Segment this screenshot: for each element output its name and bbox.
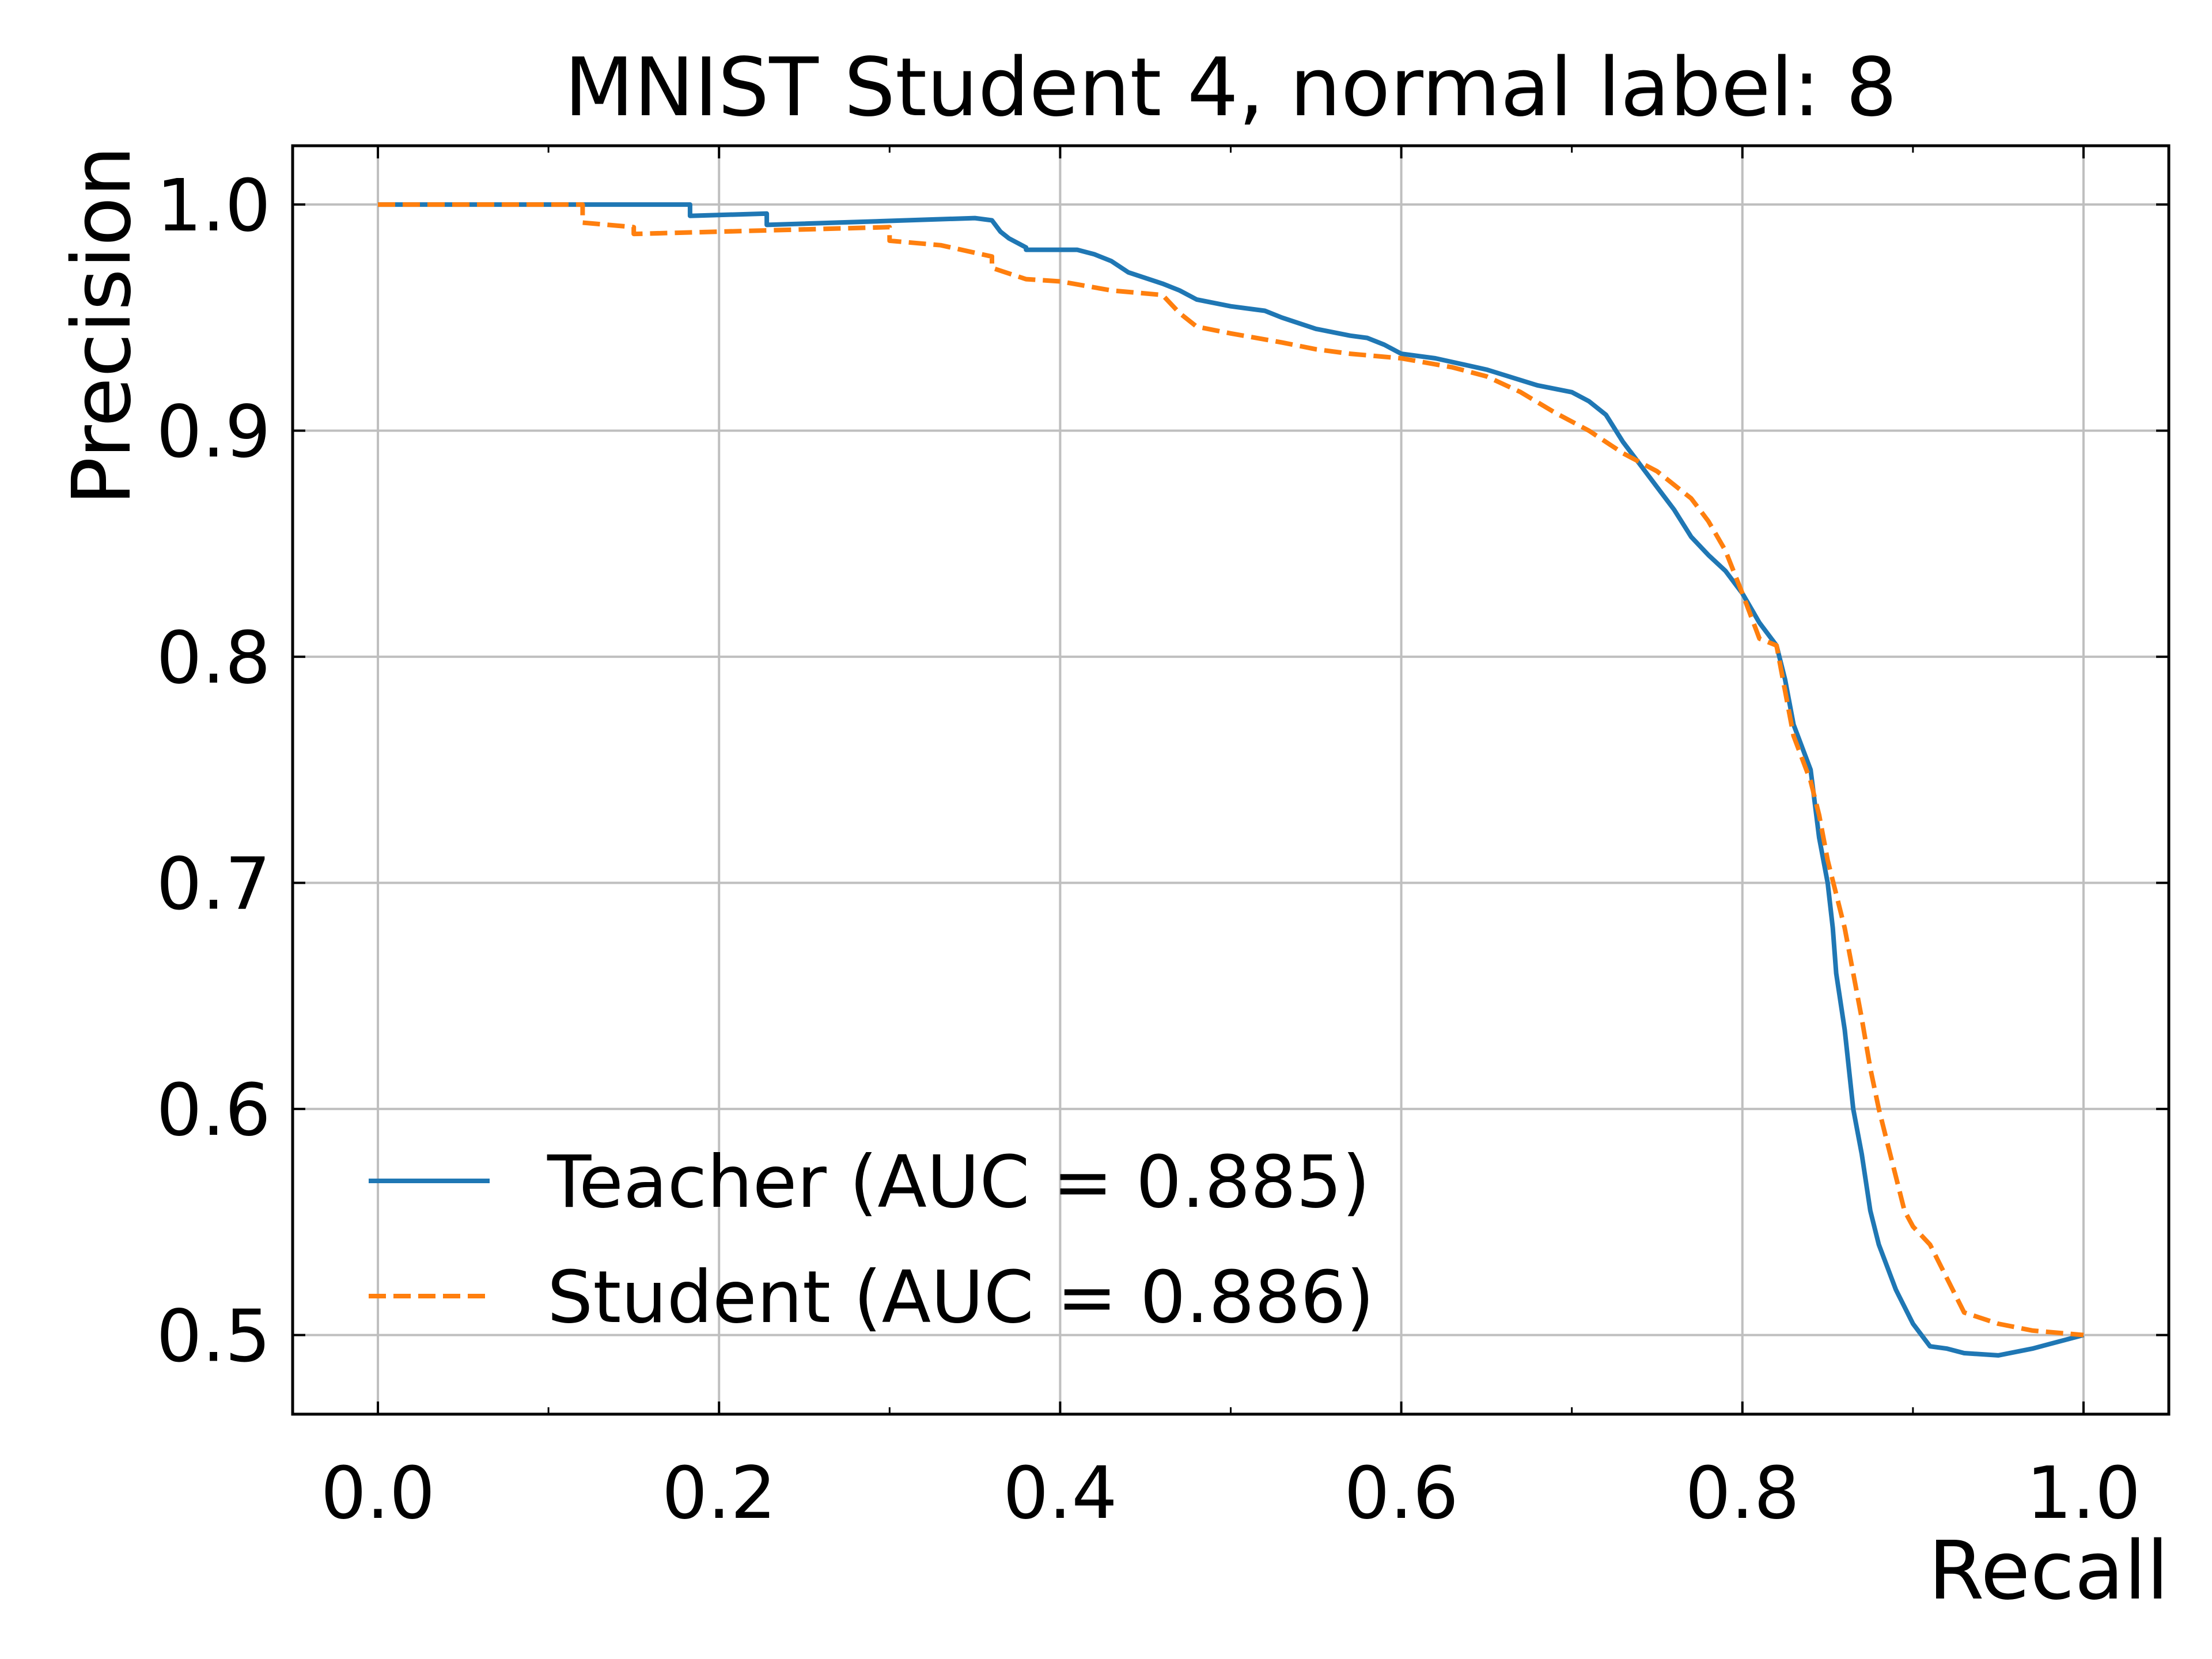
tick-labels: 0.0 0.2 0.4 0.6 0.8 1.0 0.5 0.6 0.7 0.8 0.9 1.0: [156, 164, 2141, 1535]
y-tick-label: 0.9: [156, 391, 271, 474]
y-axis-label: Precision: [55, 146, 149, 506]
chart-title: MNIST Student 4, normal label: 8: [565, 41, 1897, 135]
legend-label-student: Student (AUC = 0.886): [547, 1256, 1374, 1339]
x-tick-label: 0.8: [1685, 1452, 1800, 1535]
x-tick-label: 0.6: [1344, 1452, 1459, 1535]
axes-frame: [291, 144, 2171, 1416]
series-line-teacher: [378, 202, 2085, 1358]
y-tick-label: 0.5: [156, 1295, 271, 1378]
y-tick-label: 0.6: [156, 1069, 271, 1152]
x-tick-label: 0.2: [662, 1452, 777, 1535]
y-tick-label: 1.0: [156, 164, 271, 248]
series-layer: [378, 202, 2085, 1358]
y-tick-label: 0.7: [156, 843, 271, 926]
x-tick-label: 1.0: [2027, 1452, 2141, 1535]
tick-marks: [293, 146, 2169, 1414]
x-tick-label: 0.4: [1003, 1452, 1118, 1535]
x-axis-label: Recall: [1928, 1524, 2169, 1618]
x-tick-label: 0.0: [321, 1452, 435, 1535]
legend: Teacher (AUC = 0.885) Student (AUC = 0.88…: [369, 1141, 1374, 1339]
legend-label-teacher: Teacher (AUC = 0.885): [547, 1141, 1370, 1224]
series-line-student: [378, 202, 2084, 1338]
y-tick-label: 0.8: [156, 616, 271, 700]
